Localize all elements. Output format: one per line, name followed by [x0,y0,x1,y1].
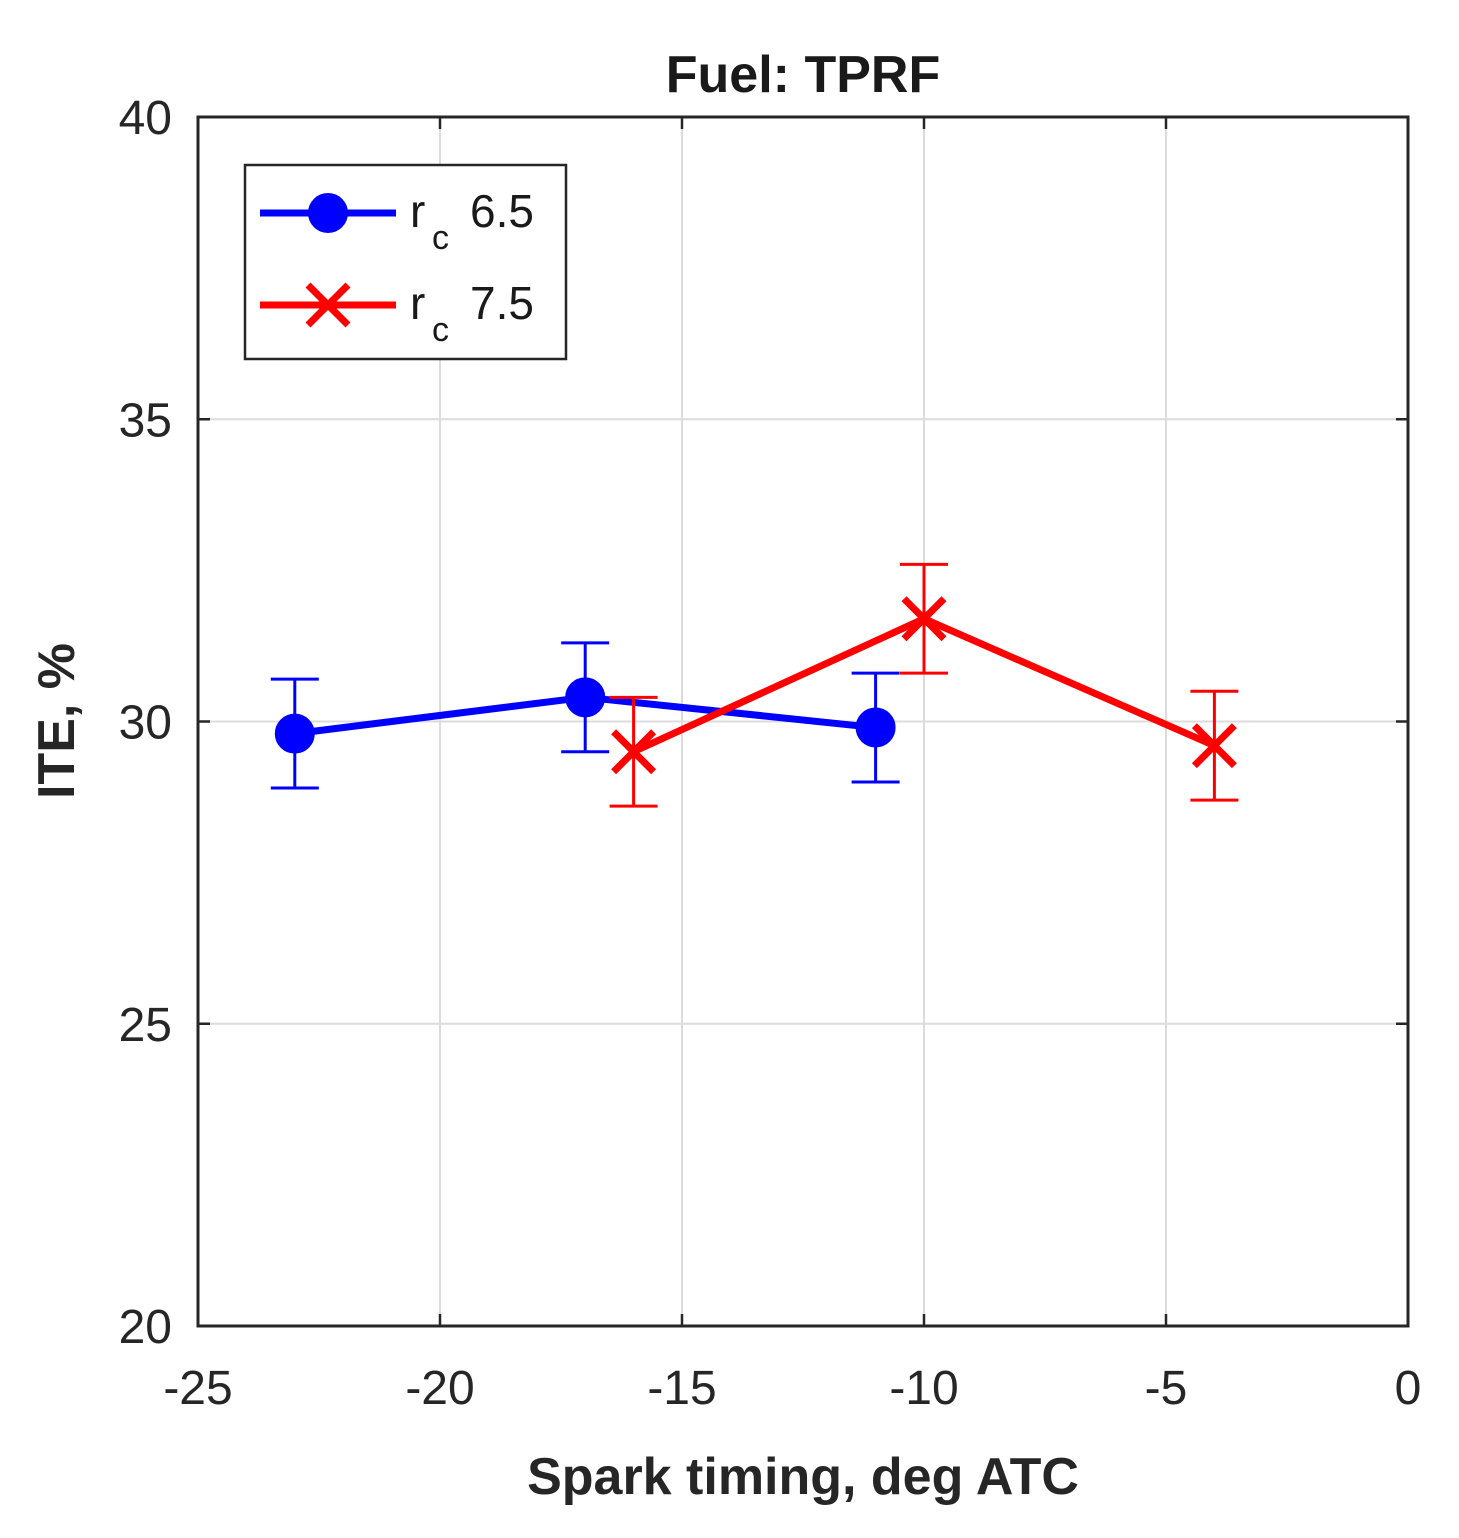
y-tick-label: 40 [119,92,172,145]
marker-stroke [305,282,351,328]
data-point [901,596,947,642]
y-tick-label: 25 [119,999,172,1052]
legend-label-base: r [410,185,425,237]
legend-label-base: r [410,277,425,329]
legend-label-value: 6.5 [470,185,534,237]
data-point [274,713,315,754]
x-axis-label: Spark timing, deg ATC [527,1448,1079,1506]
data-point [611,729,657,775]
marker-stroke [1191,723,1237,769]
x-tick-label: -15 [647,1362,716,1415]
x-tick-label: -25 [163,1362,232,1415]
legend-label-subscript: c [432,219,449,257]
x-tick-label: -20 [405,1362,474,1415]
legend-box [243,163,568,361]
data-point [855,707,896,748]
x-tick-label: 0 [1395,1362,1422,1415]
series-rc-7-5 [609,562,1239,808]
y-tick-label: 30 [119,697,172,750]
axis-ticks: -25 -20 -15 -10 -5 0 20 25 30 35 40 [119,92,1422,1415]
legend-entry: rc 6.5 [260,185,534,257]
y-tick-label: 35 [119,394,172,447]
legend-entry: rc 7.5 [260,277,534,349]
y-axis-label: ITE, % [28,643,86,799]
x-tick-label: -5 [1145,1362,1188,1415]
legend-marker [308,193,348,233]
marker-stroke [901,596,947,642]
marker-stroke [611,729,657,775]
x-tick-label: -10 [889,1362,958,1415]
legend-marker [305,282,351,328]
chart-title: Fuel: TPRF [666,46,940,104]
legend-label-subscript: c [432,311,449,349]
data-point [565,677,606,718]
y-tick-label: 20 [119,1301,172,1354]
data-point [1191,723,1237,769]
axes-box [196,115,1410,1328]
series-rc-6-5 [270,641,900,790]
series [270,562,1239,808]
legend-label-value: 7.5 [470,277,534,329]
